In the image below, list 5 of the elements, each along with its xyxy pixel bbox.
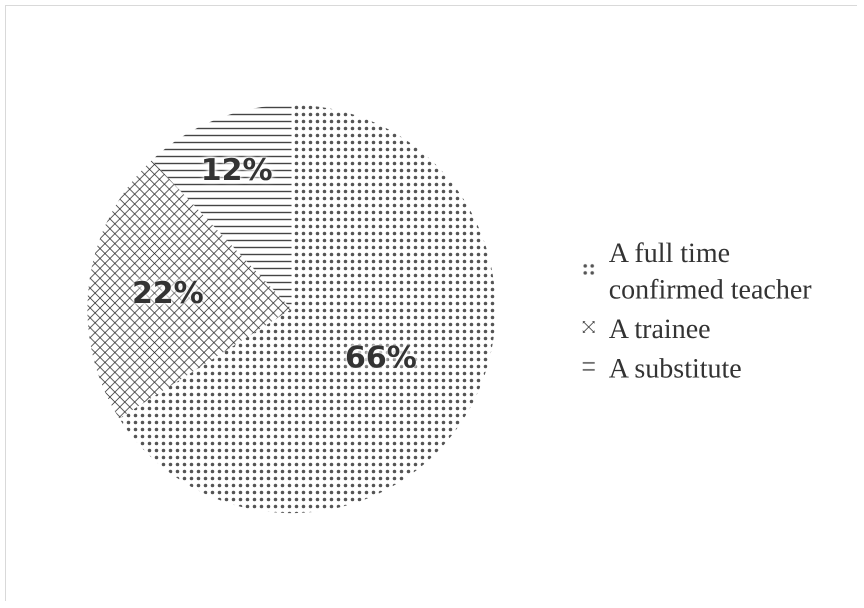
legend-label: A full time confirmed teacher xyxy=(608,238,812,306)
data-label: 66% xyxy=(345,340,417,376)
legend-label: A substitute xyxy=(608,353,742,384)
legend-label: A trainee xyxy=(608,314,711,345)
pie-slice xyxy=(119,104,496,514)
